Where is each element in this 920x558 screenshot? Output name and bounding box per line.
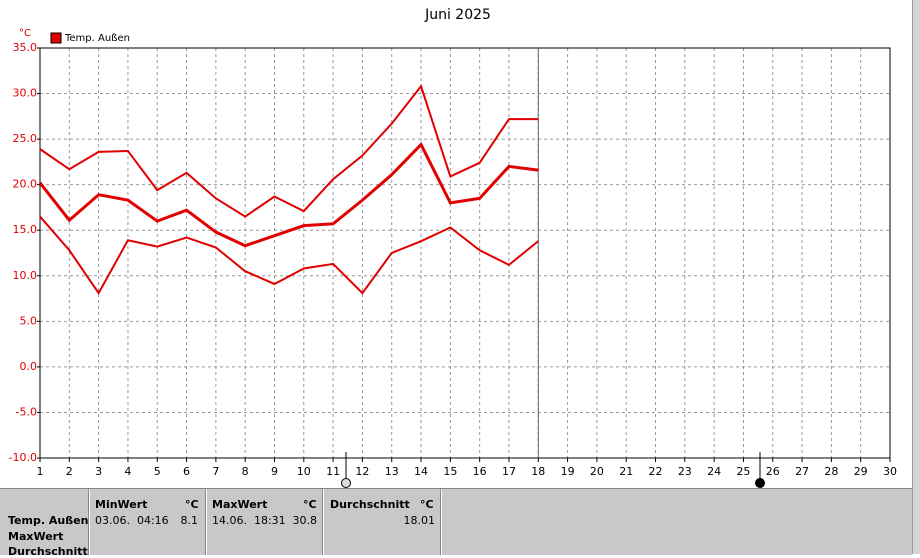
x-tick-label: 6 xyxy=(183,465,190,478)
series-line xyxy=(39,215,539,295)
chart: Juni 2025 °C -10.0 -5.0 0.0 5.0 10.0 15.0 20.0… xyxy=(9,7,897,488)
x-tick-label: 18 xyxy=(531,465,545,478)
header: Durchschnitt xyxy=(330,498,410,511)
x-tick-label: 22 xyxy=(649,465,663,478)
x-tick-label: 14 xyxy=(414,465,428,478)
x-tick-label: 7 xyxy=(212,465,219,478)
y-tick-label: 5.0 xyxy=(20,314,38,327)
x-tick-label: 4 xyxy=(124,465,131,478)
cell: 03.06. 04:16 xyxy=(95,514,169,527)
x-tick-label: 20 xyxy=(590,465,604,478)
y-tick-label: -10.0 xyxy=(9,451,37,464)
header: °C xyxy=(185,498,199,511)
y-tick-label: 30.0 xyxy=(13,87,38,100)
x-tick-label: 19 xyxy=(561,465,575,478)
header: MinWert xyxy=(95,498,148,511)
x-tick-label: 17 xyxy=(502,465,516,478)
cell: 30.8 xyxy=(292,514,318,527)
y-unit: °C xyxy=(19,28,31,39)
x-tick-label: 9 xyxy=(271,465,278,478)
chart-title: Juni 2025 xyxy=(424,7,491,23)
x-tick-label: 10 xyxy=(297,465,311,478)
x-tick-label: 27 xyxy=(795,465,809,478)
x-tick-label: 15 xyxy=(443,465,457,478)
series-line xyxy=(38,142,539,248)
plot-frame xyxy=(39,47,891,459)
legend-label: Temp. Außen xyxy=(64,33,130,44)
separator xyxy=(205,489,207,555)
x-tick-label: 12 xyxy=(355,465,369,478)
x-tick-label: 2 xyxy=(66,465,73,478)
x-tick-label: 3 xyxy=(95,465,102,478)
range-marker xyxy=(341,478,351,488)
x-tick-label: 23 xyxy=(678,465,692,478)
x-tick-label: 1 xyxy=(37,465,44,478)
legend-swatch xyxy=(50,32,62,44)
x-tick-label: 29 xyxy=(854,465,868,478)
y-tick-label: 15.0 xyxy=(13,223,38,236)
y-tick-label: 25.0 xyxy=(13,132,38,145)
cell: 8.1 xyxy=(180,514,199,527)
separator xyxy=(322,489,324,555)
x-tick-label: 5 xyxy=(154,465,161,478)
header: °C xyxy=(420,498,434,511)
x-tick-label: 11 xyxy=(326,465,340,478)
header: °C xyxy=(303,498,317,511)
y-tick-label: 20.0 xyxy=(13,178,38,191)
separator xyxy=(440,489,442,555)
header: MaxWert xyxy=(212,498,268,511)
cell: 18.01 xyxy=(403,514,436,527)
x-tick-label: 21 xyxy=(619,465,633,478)
x-tick-label: 16 xyxy=(473,465,487,478)
row-label: Temp. Außen xyxy=(8,514,89,527)
stats-panel: MinWert °C MaxWert °C Durchschnitt °C Te… xyxy=(0,488,912,558)
x-tick-label: 13 xyxy=(385,465,399,478)
x-tick-label: 25 xyxy=(736,465,750,478)
x-tick-label: 24 xyxy=(707,465,721,478)
y-tick-label: -5.0 xyxy=(16,405,37,418)
x-tick-label: 30 xyxy=(883,465,897,478)
range-marker xyxy=(755,478,765,488)
separator xyxy=(88,489,90,555)
scrollbar xyxy=(912,0,920,554)
y-tick-label: 0.0 xyxy=(20,360,38,373)
row-label: MaxWert xyxy=(8,530,64,543)
x-tick-label: 28 xyxy=(824,465,838,478)
cell: 14.06. 18:31 xyxy=(212,514,286,527)
x-tick-label: 8 xyxy=(242,465,249,478)
x-tick-label: 26 xyxy=(766,465,780,478)
y-tick-label: 10.0 xyxy=(13,269,38,282)
series-line xyxy=(39,84,539,218)
row-label: Durchschnitt xyxy=(8,545,88,558)
y-tick-label: 35.0 xyxy=(13,41,38,54)
